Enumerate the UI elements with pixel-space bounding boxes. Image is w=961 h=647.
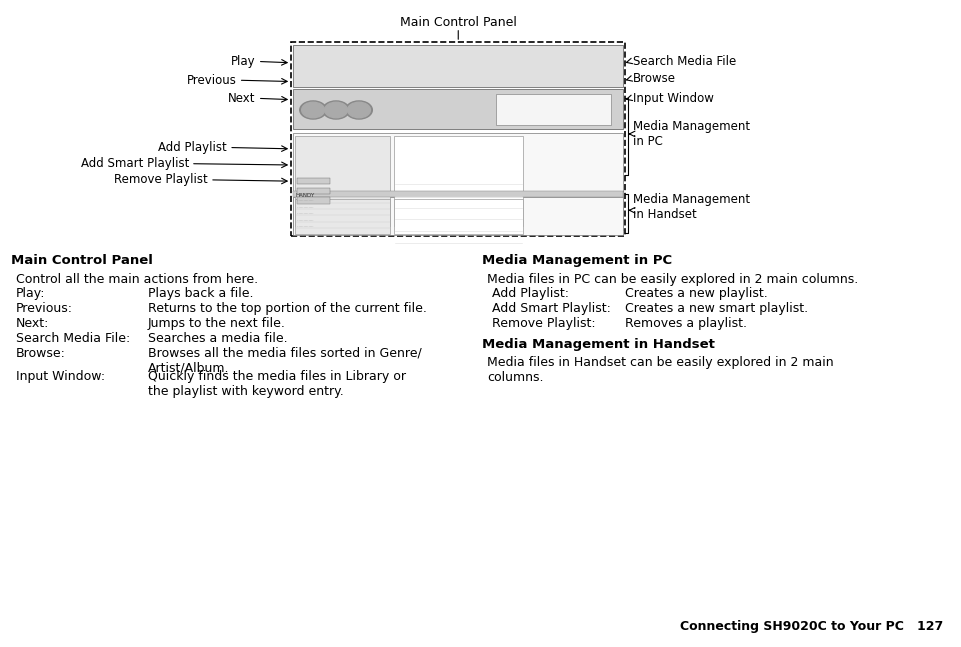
Text: Connecting SH9020C to Your PC   127: Connecting SH9020C to Your PC 127	[680, 620, 944, 633]
Text: Add Smart Playlist:: Add Smart Playlist:	[492, 302, 610, 315]
Bar	[293, 89, 624, 129]
Circle shape	[302, 102, 325, 118]
Bar	[293, 133, 624, 230]
Text: Media files in Handset can be easily explored in 2 main
columns.: Media files in Handset can be easily exp…	[487, 356, 833, 384]
Text: Media Management
in Handset: Media Management in Handset	[633, 193, 751, 221]
Text: Main Control Panel: Main Control Panel	[12, 254, 154, 267]
Text: Browses all the media files sorted in Genre/
Artist/Album.: Browses all the media files sorted in Ge…	[148, 347, 422, 375]
Text: ..............: ..............	[297, 217, 314, 222]
Text: Browse:: Browse:	[16, 347, 66, 360]
Text: Play:: Play:	[16, 287, 46, 300]
Bar	[394, 199, 523, 234]
Bar	[293, 191, 624, 197]
Bar	[394, 136, 523, 226]
Text: Search Media File: Search Media File	[633, 55, 736, 68]
Text: Previous:: Previous:	[16, 302, 73, 315]
Bar	[295, 136, 390, 226]
Text: Media Management
in PC: Media Management in PC	[633, 120, 751, 148]
Text: Remove Playlist: Remove Playlist	[114, 173, 209, 186]
Text: Next: Next	[229, 92, 256, 105]
Bar	[497, 94, 611, 125]
Text: Removes a playlist.: Removes a playlist.	[626, 317, 748, 330]
Text: Input Window: Input Window	[633, 92, 714, 105]
Text: Media files in PC can be easily explored in 2 main columns.: Media files in PC can be easily explored…	[487, 273, 858, 286]
Bar	[293, 45, 624, 87]
Circle shape	[300, 101, 327, 119]
Circle shape	[348, 102, 370, 118]
Circle shape	[346, 101, 372, 119]
Text: Browse: Browse	[633, 72, 676, 85]
Text: Next:: Next:	[16, 317, 50, 330]
Text: ..............: ..............	[297, 204, 314, 209]
Circle shape	[323, 101, 350, 119]
Text: Returns to the top portion of the current file.: Returns to the top portion of the curren…	[148, 302, 427, 315]
Circle shape	[325, 102, 348, 118]
Bar	[297, 178, 331, 184]
Bar	[293, 197, 624, 235]
Text: Creates a new playlist.: Creates a new playlist.	[626, 287, 768, 300]
Text: Media Management in Handset: Media Management in Handset	[482, 338, 715, 351]
Text: Add Smart Playlist: Add Smart Playlist	[81, 157, 189, 170]
Text: Previous: Previous	[186, 74, 236, 87]
Bar	[295, 199, 390, 234]
Text: Control all the main actions from here.: Control all the main actions from here.	[16, 273, 259, 286]
Text: ..............: ..............	[297, 224, 314, 228]
Text: Play: Play	[232, 55, 256, 68]
Text: Media Management in PC: Media Management in PC	[482, 254, 673, 267]
Text: Add Playlist: Add Playlist	[159, 141, 227, 154]
Text: Search Media File:: Search Media File:	[16, 332, 131, 345]
Text: Add Playlist:: Add Playlist:	[492, 287, 569, 300]
Text: Jumps to the next file.: Jumps to the next file.	[148, 317, 285, 330]
Text: Plays back a file.: Plays back a file.	[148, 287, 254, 300]
FancyBboxPatch shape	[291, 42, 626, 236]
Text: Input Window:: Input Window:	[16, 370, 106, 383]
Text: ..............: ..............	[297, 198, 314, 203]
Text: HANDY: HANDY	[296, 193, 315, 198]
Bar	[297, 188, 331, 194]
Text: Main Control Panel: Main Control Panel	[400, 16, 517, 29]
Text: Searches a media file.: Searches a media file.	[148, 332, 287, 345]
Bar	[297, 197, 331, 204]
Text: Quickly finds the media files in Library or
the playlist with keyword entry.: Quickly finds the media files in Library…	[148, 370, 406, 398]
Text: ..............: ..............	[297, 211, 314, 215]
Text: Remove Playlist:: Remove Playlist:	[492, 317, 595, 330]
Text: Creates a new smart playlist.: Creates a new smart playlist.	[626, 302, 808, 315]
